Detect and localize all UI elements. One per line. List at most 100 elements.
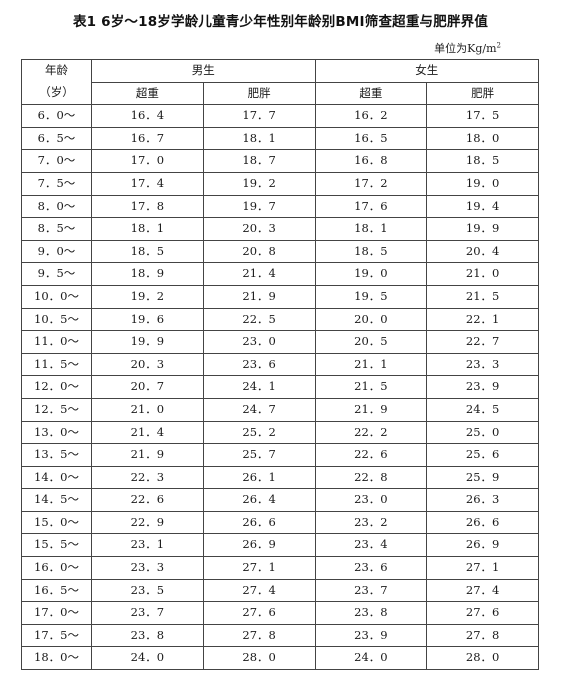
female-overweight-cell: 23．8	[314, 601, 428, 625]
male-obese-cell: 24．7	[202, 397, 316, 422]
male-overweight-cell: 22．9	[91, 510, 204, 535]
male-overweight-cell: 18．9	[91, 262, 204, 286]
female-obese-cell: 19．9	[426, 217, 539, 241]
table-row: 16．5～ 23．5 27．4 23．7 27．4	[21, 578, 539, 603]
female-overweight-cell: 20．0	[314, 307, 428, 332]
header-row-groups: 年龄 男生 女生	[21, 59, 539, 83]
female-overweight-cell: 23．0	[314, 488, 428, 512]
age-cell: 10．0～	[21, 284, 92, 309]
age-cell: 8．5～	[21, 217, 92, 241]
male-overweight-cell: 19．6	[91, 307, 204, 332]
female-overweight-cell: 24．0	[314, 646, 428, 671]
age-cell: 7．0～	[21, 149, 92, 173]
age-cell: 8．0～	[21, 194, 92, 219]
table-row: 15．5～ 23．1 26．9 23．4 26．9	[21, 533, 539, 558]
unit-text: 单位为Kg/m	[434, 42, 497, 55]
male-obese-cell: 24．1	[202, 375, 316, 399]
table-row: 12．0～ 20．7 24．1 21．5 23．9	[21, 375, 539, 399]
female-overweight-cell: 23．2	[314, 510, 428, 535]
unit-label: 单位为Kg/m2	[434, 40, 501, 56]
age-cell: 12．0～	[21, 375, 92, 399]
male-obese-cell: 22．5	[202, 307, 316, 332]
male-overweight-cell: 17．8	[91, 194, 204, 219]
female-obese-cell: 26．6	[426, 510, 539, 535]
female-overweight-cell: 16．5	[314, 126, 428, 151]
age-cell: 17．0～	[21, 601, 92, 625]
female-overweight-cell: 22．6	[314, 443, 428, 467]
table-row: 16．0～ 23．3 27．1 23．6 27．1	[21, 556, 539, 580]
male-obese-cell: 26．9	[202, 533, 316, 558]
female-obese-cell: 19．4	[426, 194, 539, 219]
male-obese-cell: 18．7	[202, 149, 316, 173]
female-obese-cell: 21．0	[426, 262, 539, 286]
male-obese-cell: 18．1	[202, 126, 316, 151]
table-row: 12．5～ 21．0 24．7 21．9 24．5	[21, 397, 539, 422]
table-body: 6．0～ 16．4 17．7 16．2 17．5 6．5～ 16．7 18．1 16．5 18．0…	[21, 104, 539, 671]
table-row: 17．0～ 23．7 27．6 23．8 27．6	[21, 601, 539, 625]
age-cell: 11．0～	[21, 330, 92, 354]
male-overweight-cell: 22．6	[91, 488, 204, 512]
table-row: 14．5～ 22．6 26．4 23．0 26．3	[21, 488, 539, 512]
age-cell: 6．0～	[21, 104, 92, 128]
male-overweight-cell: 23．3	[91, 556, 204, 580]
male-obese-cell: 28．0	[202, 646, 316, 671]
female-overweight-cell: 23．7	[314, 578, 428, 603]
female-overweight-cell: 23．9	[314, 623, 428, 648]
age-cell: 6．5～	[21, 126, 92, 151]
table-row: 9．5～ 18．9 21．4 19．0 21．0	[21, 262, 539, 286]
female-obese-cell: 26．3	[426, 488, 539, 512]
male-obese-cell: 19．2	[202, 171, 316, 196]
header-row-columns: （岁） 超重 肥胖 超重 肥胖	[21, 81, 539, 106]
age-cell: 17．5～	[21, 623, 92, 648]
male-obese-cell: 26．6	[202, 510, 316, 535]
table-row: 10．0～ 19．2 21．9 19．5 21．5	[21, 284, 539, 309]
male-overweight-cell: 23．5	[91, 578, 204, 603]
female-overweight-cell: 22．2	[314, 420, 428, 445]
male-obese-cell: 26．4	[202, 488, 316, 512]
female-obese-cell: 27．1	[426, 556, 539, 580]
female-overweight-cell: 18．1	[314, 217, 428, 241]
table-row: 9．0～ 18．5 20．8 18．5 20．4	[21, 239, 539, 264]
male-obese-cell: 25．2	[202, 420, 316, 445]
female-obese-cell: 27．6	[426, 601, 539, 625]
age-cell: 14．0～	[21, 465, 92, 490]
female-obese-cell: 23．9	[426, 375, 539, 399]
male-overweight-cell: 20．3	[91, 352, 204, 377]
female-overweight-cell: 16．2	[314, 104, 428, 128]
female-obese-cell: 27．8	[426, 623, 539, 648]
male-overweight-cell: 23．1	[91, 533, 204, 558]
male-obese-cell: 27．6	[202, 601, 316, 625]
table-row: 7．0～ 17．0 18．7 16．8 18．5	[21, 149, 539, 173]
male-overweight-cell: 19．9	[91, 330, 204, 354]
table-row: 8．0～ 17．8 19．7 17．6 19．4	[21, 194, 539, 219]
age-cell: 7．5～	[21, 171, 92, 196]
female-overweight-cell: 19．0	[314, 262, 428, 286]
male-overweight-cell: 24．0	[91, 646, 204, 671]
female-obese-cell: 25．9	[426, 465, 539, 490]
female-overweight-cell: 18．5	[314, 239, 428, 264]
female-obese-cell: 25．6	[426, 443, 539, 467]
female-overweight-cell: 21．9	[314, 397, 428, 422]
female-overweight-cell: 16．8	[314, 149, 428, 173]
male-obese-cell: 25．7	[202, 443, 316, 467]
age-header: 年龄	[21, 59, 92, 83]
male-obese-cell: 21．9	[202, 284, 316, 309]
age-cell: 9．5～	[21, 262, 92, 286]
table-row: 6．0～ 16．4 17．7 16．2 17．5	[21, 104, 539, 128]
male-overweight-cell: 22．3	[91, 465, 204, 490]
age-unit-header: （岁）	[21, 82, 92, 106]
female-obese-cell: 21．5	[426, 284, 539, 309]
male-overweight-cell: 19．2	[91, 284, 204, 309]
table-row: 17．5～ 23．8 27．8 23．9 27．8	[21, 623, 539, 648]
male-obese-cell: 20．3	[202, 217, 316, 241]
male-obese-cell: 23．6	[202, 352, 316, 377]
female-overweight-cell: 19．5	[314, 284, 428, 309]
female-obese-cell: 25．0	[426, 420, 539, 445]
female-obese-cell: 18．0	[426, 126, 539, 151]
table-row: 14．0～ 22．3 26．1 22．8 25．9	[21, 465, 539, 490]
male-overweight-cell: 21．9	[91, 443, 204, 467]
female-overweight-cell: 22．8	[314, 465, 428, 490]
male-obese-cell: 26．1	[202, 465, 316, 490]
male-overweight-cell: 17．4	[91, 171, 204, 196]
male-obese-cell: 20．8	[202, 239, 316, 264]
